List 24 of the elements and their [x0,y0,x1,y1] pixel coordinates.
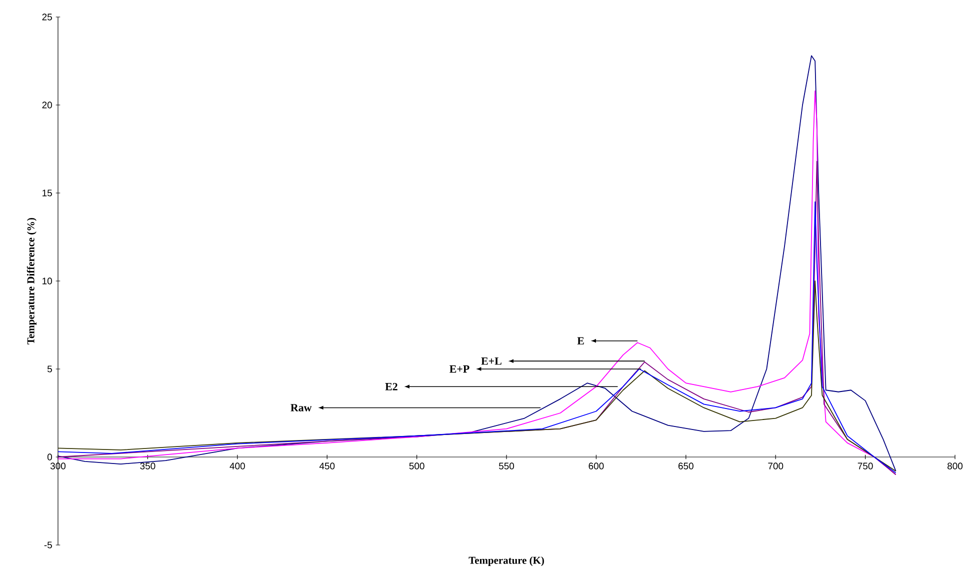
y-tick-label: 0 [47,454,52,460]
y-tick-label: -5 [44,542,52,548]
y-axis-title: Temperature Difference (%) [26,218,36,344]
annotation: E+L [481,357,502,365]
y-tick-label: 20 [42,102,52,108]
y-tick-label: 15 [42,190,52,196]
x-tick-label: 500 [409,462,424,470]
x-tick-label: 750 [858,462,873,470]
y-tick-label: 25 [42,14,52,20]
annotation: E2 [385,382,398,390]
x-axis-title: Temperature (K) [468,556,544,566]
annotation: Raw [290,404,312,412]
x-tick-label: 700 [768,462,784,470]
x-tick-label: 650 [678,462,694,470]
y-tick-label: 10 [42,278,52,284]
x-tick-label: 600 [588,462,604,470]
x-tick-label: 550 [498,462,514,470]
x-tick-label: 800 [948,462,963,470]
x-tick-label: 350 [140,462,156,470]
x-tick-label: 400 [230,462,245,470]
annotation: E [577,337,584,344]
y-tick-label: 5 [47,366,52,372]
x-tick-label: 450 [319,462,335,470]
annotation: E+P [450,365,470,373]
